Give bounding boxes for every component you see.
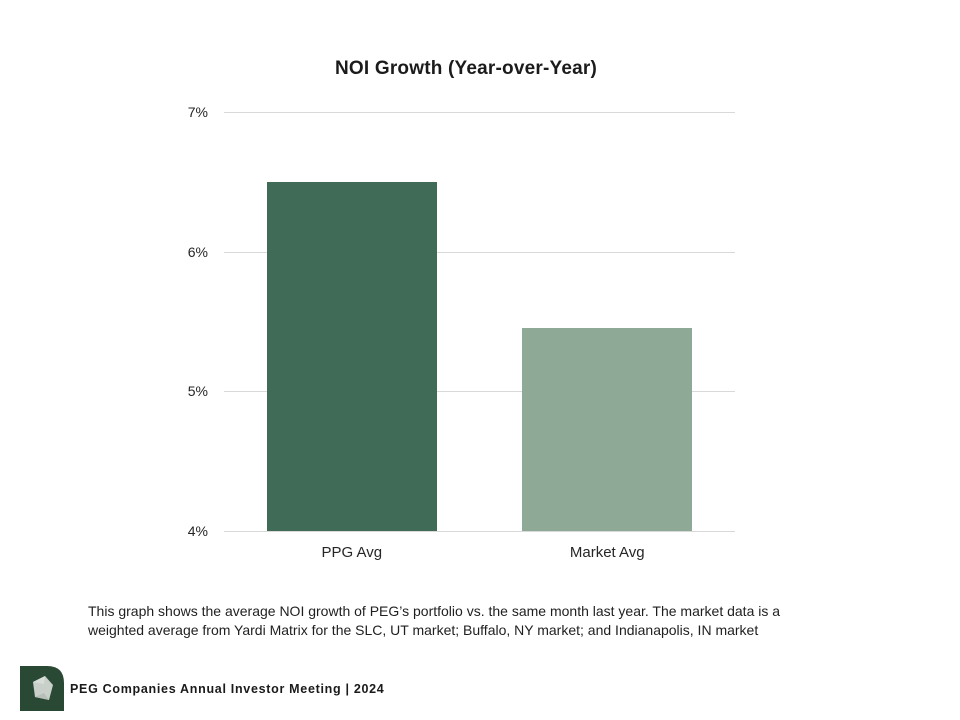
footer-text: PEG Companies Annual Investor Meeting | … — [70, 681, 385, 696]
y-tick-label-4%: 4% — [187, 523, 208, 539]
x-axis-labels: PPG Avg Market Avg — [224, 543, 735, 565]
caption-line-2: weighted average from Yardi Matrix for t… — [88, 622, 759, 638]
x-category-label-ppg-avg: PPG Avg — [321, 544, 383, 561]
gridline-5% — [224, 391, 735, 393]
caption: This graph shows the average NOI growth … — [88, 602, 908, 640]
peg-companies-logo-icon — [20, 666, 64, 711]
x-category-label-market-avg: Market Avg — [569, 544, 645, 561]
gridline-6% — [224, 251, 735, 253]
y-tick-label-5%: 5% — [187, 383, 208, 400]
y-axis-labels: 7% 6% 5% 4% — [0, 104, 208, 539]
y-tick-label-7%: 7% — [187, 104, 208, 120]
bar-market-avg — [522, 328, 693, 531]
gridline-4% — [224, 531, 735, 532]
bar-ppg-avg — [266, 181, 437, 531]
gridline-7% — [224, 112, 735, 113]
plot-area — [224, 112, 735, 532]
y-tick-label-6%: 6% — [187, 243, 208, 260]
chart-title: NOI Growth (Year-over-Year) — [335, 58, 597, 79]
footer: PEG Companies Annual Investor Meeting | … — [20, 666, 384, 711]
caption-line-1: This graph shows the average NOI growth … — [88, 603, 781, 619]
